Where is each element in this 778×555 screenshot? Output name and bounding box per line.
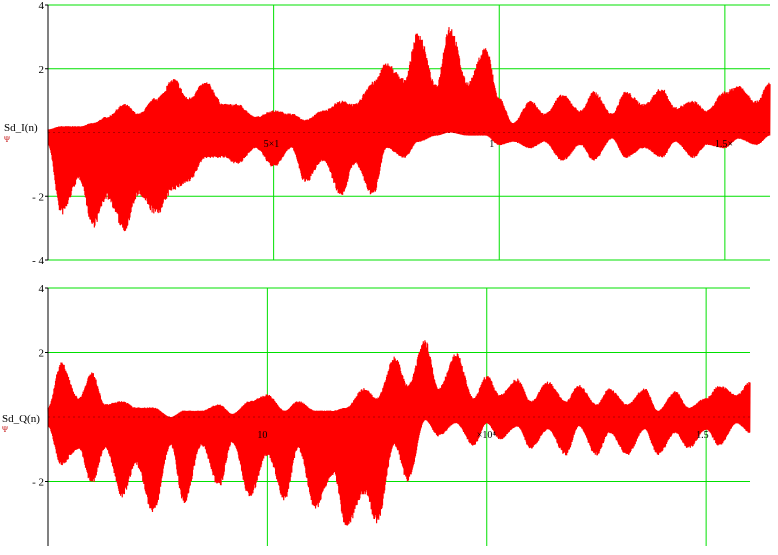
y-axis-label-bottom: Sd_Q(n) [2,413,40,425]
x-tick-label-top-2: 1.5× [715,139,733,150]
x-tick-label-top-0: 5×1 [264,139,280,150]
y-tick-label-top-2: - 2 [32,191,44,203]
signal-trace-bottom [47,340,751,526]
x-tick-label-bottom-0: 10 [257,430,267,441]
y-tick-label-bottom-1: 2 [39,348,45,360]
signal-trace-top [47,27,771,232]
y-axis-marker-top: Ψ [4,135,10,144]
y-tick-label-top-1: 2 [39,64,45,76]
y-axis-label-top: Sd_I(n) [4,122,38,134]
x-tick-label-bottom-2: 1.5 [696,430,709,441]
x-tick-label-top-1: 1 [489,139,494,150]
y-tick-label-top-0: 4 [39,0,45,12]
x-tick-label-bottom-1: ×10⁴ [477,430,497,441]
y-tick-label-bottom-0: 4 [39,283,45,295]
y-tick-label-top-3: - 4 [32,255,44,267]
y-axis-marker-bottom: Ψ [2,425,8,434]
y-tick-label-bottom-2: - 2 [32,477,44,489]
